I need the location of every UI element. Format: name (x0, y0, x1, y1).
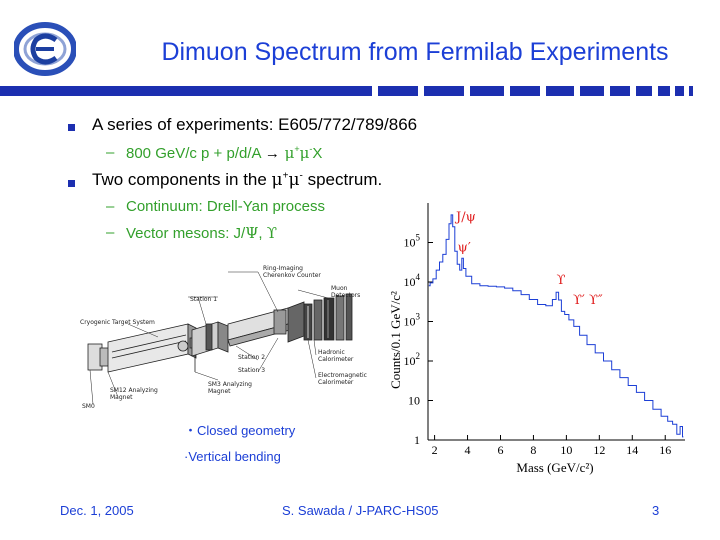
y-tick-label: 104 (404, 272, 421, 289)
x-tick-label: 6 (497, 443, 503, 457)
label-hadronic-2: Calorimeter (318, 356, 354, 363)
cryogenic-target (87, 323, 197, 373)
y-tick-label: 1 (414, 433, 420, 447)
label-station3: Station 3 (238, 367, 265, 374)
spectrometer-diagram: Ring-Imaging Cherenkov Counter Muon Dete… (80, 265, 367, 410)
calorimeters-muon-detectors (303, 293, 353, 341)
sub-bullet-dash: – (106, 144, 115, 161)
bullet-marker (68, 124, 75, 131)
chart-ticks: 2 4 6 8 10 12 14 16 1 10 102 103 104 105 (404, 233, 672, 458)
x-tick-label: 10 (560, 443, 572, 457)
x-tick-label: 14 (626, 443, 638, 457)
label-station1: Station 1 (190, 296, 217, 303)
label-station2: Station 2 (238, 354, 265, 361)
y-axis-label: Counts/0.1 GeV/c² (388, 291, 403, 389)
sub-bullet-dash: – (106, 198, 115, 215)
y-tick-label: 102 (404, 351, 421, 368)
series-line (428, 214, 684, 438)
chart-axes (427, 203, 685, 441)
sub-bullet-dash: – (106, 224, 115, 241)
peak-annotation: ψ′ (458, 240, 471, 255)
label-muon: Muon (331, 285, 348, 292)
bullet-two-components: Two components in the μ+μ- spectrum. (92, 170, 383, 190)
label-em-2: Calorimeter (318, 379, 354, 386)
bullet-experiments: A series of experiments: E605/772/789/86… (92, 115, 418, 134)
sub-bullet-vector-mesons: Vector mesons: J/Ψ, ϒ (126, 224, 278, 242)
x-tick-label: 16 (659, 443, 671, 457)
footer-date: Dec. 1, 2005 (60, 503, 134, 518)
caption-vertical-bending: ·Vertical bending (184, 449, 281, 464)
diagram-leader-lines (89, 271, 329, 405)
peak-annotation: J/ψ (454, 210, 476, 225)
label-sm0: SM0 (82, 403, 95, 410)
label-cryo-target: Cryogenic Target System (80, 319, 155, 326)
label-sm12-2: Magnet (110, 394, 133, 401)
title-divider-bar (0, 86, 693, 96)
label-ring-cherenkov: Ring-Imaging (263, 265, 303, 272)
label-sm12: SM12 Analyzing (110, 387, 158, 394)
footer-author: S. Sawada / J-PARC-HS05 (282, 503, 439, 518)
label-sm3-2: Magnet (208, 388, 231, 395)
sub-bullet-continuum: Continuum: Drell-Yan process (126, 198, 325, 215)
x-tick-label: 12 (593, 443, 605, 457)
peak-annotation: ϒ′ ϒ″ (573, 293, 603, 308)
chart-annotations: J/ψ ψ′ ϒ ϒ′ ϒ″ (454, 210, 603, 308)
bullet-marker (68, 180, 75, 187)
spectrometer-magnets (191, 301, 305, 357)
slide-title: Dimuon Spectrum from Fermilab Experiment… (161, 38, 669, 66)
x-axis-label: Mass (GeV/c²) (516, 460, 593, 475)
x-tick-label: 8 (530, 443, 536, 457)
label-ring-cherenkov-2: Cherenkov Counter (263, 272, 321, 279)
y-tick-label: 10 (408, 394, 420, 408)
x-tick-label: 4 (465, 443, 471, 457)
footer-page-number: 3 (652, 503, 660, 518)
label-em: Electromagnetic (318, 372, 367, 379)
y-tick-label: 103 (404, 312, 421, 329)
label-sm3: SM3 Analyzing (208, 381, 252, 388)
label-muon-2: Detectors (331, 292, 360, 299)
label-hadronic: Hadronic (318, 349, 345, 356)
caption-closed-geometry: ・Closed geometry (184, 423, 296, 438)
y-tick-label: 105 (404, 233, 421, 250)
kek-e-logo-icon (14, 22, 76, 76)
sub-bullet-reaction: 800 GeV/c p + p/d/A → μ+μ-X (126, 144, 323, 162)
x-tick-label: 2 (432, 443, 438, 457)
peak-annotation: ϒ (557, 273, 566, 288)
